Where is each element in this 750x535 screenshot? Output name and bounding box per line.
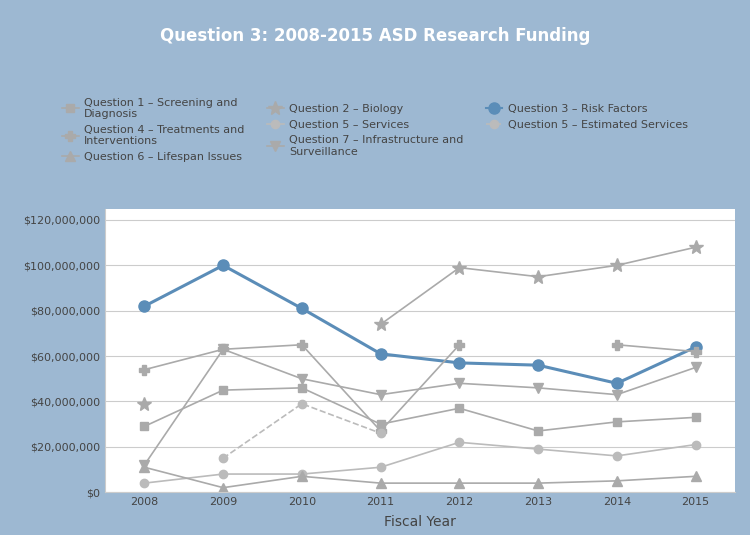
Question 1 – Screening and
Diagnosis [376,421,386,427]
Question 4 – Treatments and
Interventions [376,428,386,434]
Question 7 – Infrastructure and
Surveillance [219,346,228,353]
Question 4 – Treatments and
Interventions [454,341,464,348]
Question 1 – Screening and
Diagnosis [612,419,621,425]
Line: Question 4 – Treatments and
Interventions: Question 4 – Treatments and Intervention… [140,340,464,436]
Question 3 – Risk Factors [612,380,621,386]
Line: Question 6 – Lifespan Issues: Question 6 – Lifespan Issues [140,462,700,493]
Text: Question 3: 2008-2015 ASD Research Funding: Question 3: 2008-2015 ASD Research Fundi… [160,27,590,45]
Question 7 – Infrastructure and
Surveillance [454,380,464,386]
Line: Question 7 – Infrastructure and
Surveillance: Question 7 – Infrastructure and Surveill… [140,345,700,470]
Question 3 – Risk Factors [454,360,464,366]
Question 3 – Risk Factors [297,305,306,312]
Question 6 – Lifespan Issues [376,480,386,486]
Question 7 – Infrastructure and
Surveillance [692,364,700,371]
Question 1 – Screening and
Diagnosis [297,385,306,391]
Question 3 – Risk Factors [140,303,148,309]
Question 5 – Services [612,453,621,459]
Question 4 – Treatments and
Interventions [297,341,306,348]
Question 7 – Infrastructure and
Surveillance [140,462,148,468]
Line: Question 5 – Services: Question 5 – Services [140,438,700,487]
Question 6 – Lifespan Issues [219,485,228,491]
Question 3 – Risk Factors [219,262,228,269]
Question 1 – Screening and
Diagnosis [140,423,148,430]
X-axis label: Fiscal Year: Fiscal Year [384,515,456,530]
Question 5 – Estimated Services [376,430,386,437]
Question 6 – Lifespan Issues [454,480,464,486]
Question 6 – Lifespan Issues [534,480,543,486]
Question 1 – Screening and
Diagnosis [534,428,543,434]
Question 3 – Risk Factors [692,344,700,350]
Question 5 – Services [140,480,148,486]
Question 3 – Risk Factors [534,362,543,369]
Question 5 – Services [692,441,700,448]
Question 6 – Lifespan Issues [297,473,306,479]
Question 4 – Treatments and
Interventions [140,366,148,373]
Question 4 – Treatments and
Interventions [219,346,228,353]
Legend: Question 1 – Screening and
Diagnosis, Question 4 – Treatments and
Interventions,: Question 1 – Screening and Diagnosis, Qu… [58,93,692,166]
Question 7 – Infrastructure and
Surveillance [376,392,386,398]
Question 7 – Infrastructure and
Surveillance [534,385,543,391]
Question 6 – Lifespan Issues [612,478,621,484]
Question 7 – Infrastructure and
Surveillance [612,392,621,398]
Line: Question 1 – Screening and
Diagnosis: Question 1 – Screening and Diagnosis [140,384,700,435]
Question 5 – Services [297,471,306,477]
Question 1 – Screening and
Diagnosis [692,414,700,421]
Question 6 – Lifespan Issues [140,464,148,470]
Question 5 – Estimated Services [219,455,228,461]
Question 7 – Infrastructure and
Surveillance [297,376,306,382]
Question 3 – Risk Factors [376,350,386,357]
Question 1 – Screening and
Diagnosis [219,387,228,393]
Question 5 – Services [454,439,464,446]
Question 5 – Services [534,446,543,452]
Question 1 – Screening and
Diagnosis [454,405,464,411]
Line: Question 5 – Estimated Services: Question 5 – Estimated Services [219,400,385,462]
Line: Question 3 – Risk Factors: Question 3 – Risk Factors [139,260,701,389]
Question 5 – Services [376,464,386,470]
Question 5 – Estimated Services [297,401,306,407]
Question 5 – Services [219,471,228,477]
Question 6 – Lifespan Issues [692,473,700,479]
